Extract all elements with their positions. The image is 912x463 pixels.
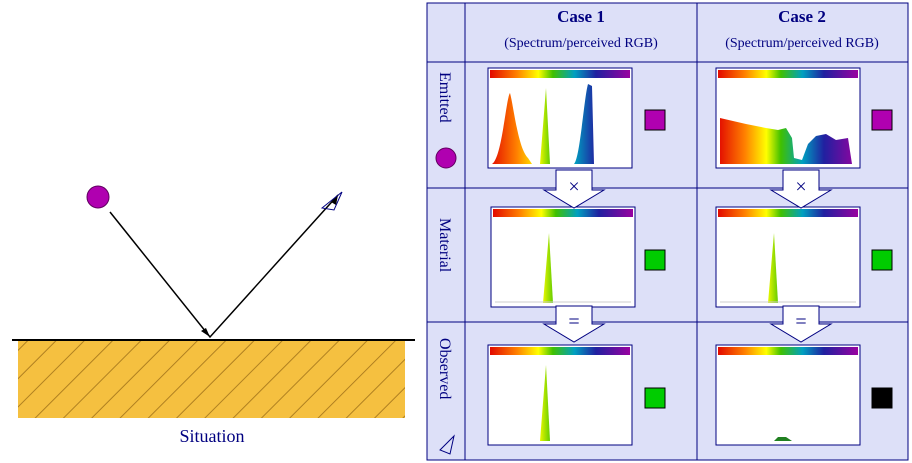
light-icon: [436, 148, 456, 168]
spectrum: [716, 345, 860, 445]
spectrum: [488, 68, 632, 168]
row-label: Material: [436, 218, 453, 273]
rgb-swatch: [872, 250, 892, 270]
column-subtitle: (Spectrum/perceived RGB): [725, 36, 879, 51]
rgb-swatch: [872, 388, 892, 408]
rgb-swatch: [645, 110, 665, 130]
spectrum: [491, 207, 635, 307]
row-label: Observed: [436, 338, 453, 399]
row-label: Emitted: [436, 72, 453, 123]
arrowheads: [201, 195, 338, 337]
diagram: Situation Case 1 (Spectrum/perceived RGB…: [0, 0, 912, 463]
operator: ×: [795, 176, 806, 198]
ground: [18, 341, 405, 418]
spectrum: [716, 207, 860, 307]
operator: =: [795, 311, 806, 333]
rgb-swatch: [645, 388, 665, 408]
operator: ×: [568, 176, 579, 198]
light-source: [87, 186, 109, 208]
spectrum: [716, 68, 860, 168]
situation-label: Situation: [179, 426, 244, 446]
rgb-swatch: [872, 110, 892, 130]
column-title: Case 2: [778, 7, 826, 26]
rgb-swatch: [645, 250, 665, 270]
column-title: Case 1: [557, 7, 605, 26]
ray: [110, 195, 338, 337]
column-subtitle: (Spectrum/perceived RGB): [504, 36, 658, 51]
page: Situation Case 1 (Spectrum/perceived RGB…: [0, 0, 912, 463]
spectrum: [488, 345, 632, 445]
operator: =: [568, 311, 579, 333]
